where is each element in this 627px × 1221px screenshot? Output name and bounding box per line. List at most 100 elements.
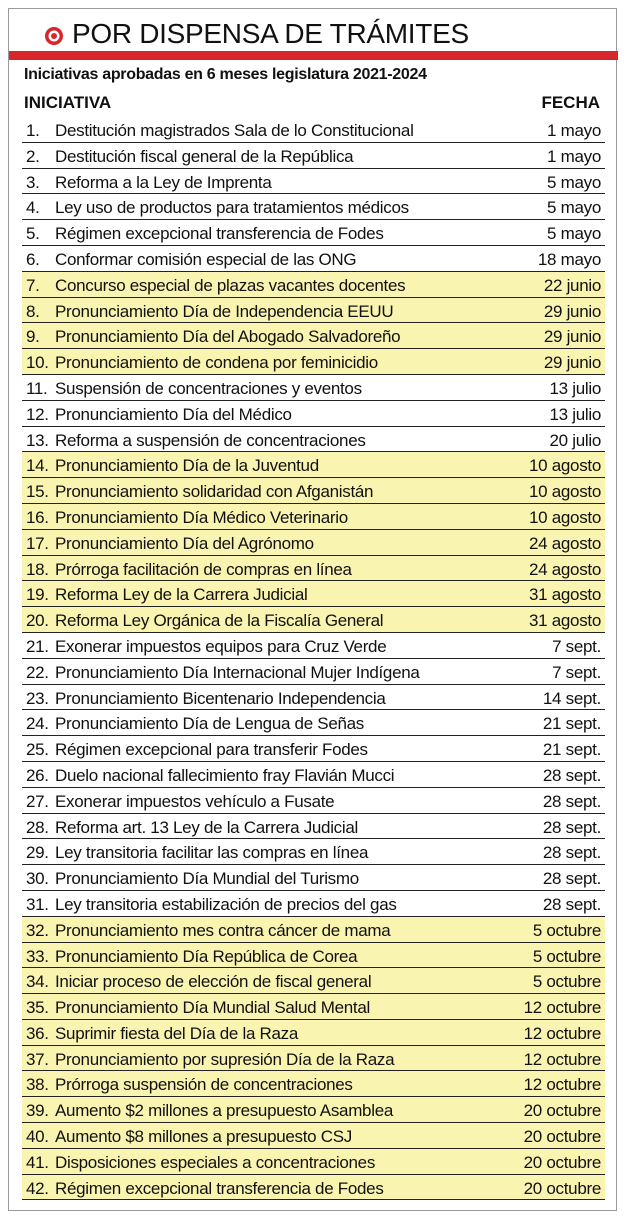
table-row: 42. Régimen excepcional transferencia de … [22, 1174, 605, 1201]
initiative: Pronunciamiento Día de Lengua de Señas [55, 714, 364, 734]
row-number: 21. [26, 636, 49, 656]
table-row: 11. Suspensión de concentraciones y event… [22, 375, 605, 401]
row-number: 20. [26, 611, 49, 631]
initiative: Pronunciamiento mes contra cáncer de mam… [55, 920, 391, 940]
initiative: Suprimir fiesta del Día de la Raza [55, 1023, 299, 1043]
table-row: 12. Pronunciamiento Día del Médico 13 juli… [22, 401, 605, 427]
date: 20 octubre [523, 1101, 602, 1121]
table-row: 10. Pronunciamiento de condena por femini… [22, 349, 605, 375]
table-row: 8. Pronunciamiento Día de Independencia E… [22, 297, 605, 324]
initiative: Duelo nacional fallecimiento fray Flaviá… [55, 765, 395, 785]
date: 21 sept. [542, 740, 601, 760]
initiative: Régimen excepcional para transferir Fode… [55, 740, 368, 760]
subtitle: Iniciativas aprobadas en 6 meses legisla… [24, 66, 427, 83]
initiative: Pronunciamiento Día Mundial Salud Mental [55, 998, 370, 1018]
table-row: 5. Régimen excepcional transferencia de F… [22, 220, 605, 246]
row-number: 15. [26, 482, 49, 502]
title: POR DISPENSA DE TRÁMITES [72, 18, 469, 49]
date: 20 octubre [523, 1127, 602, 1147]
initiative: Reforma a la Ley de Imprenta [55, 172, 272, 192]
date: 28 sept. [542, 791, 601, 811]
row-number: 34. [26, 972, 49, 992]
table-row: 25. Régimen excepcional para transferir F… [22, 736, 605, 762]
initiative: Pronunciamiento Día del Médico [55, 404, 292, 424]
initiative: Prórroga facilitación de compras en líne… [55, 559, 352, 579]
date: 14 sept. [542, 688, 601, 708]
date: 12 octubre [523, 998, 602, 1018]
row-number: 32. [26, 920, 49, 940]
table-row: 36. Suprimir fiesta del Día de la Raza 12 … [22, 1019, 605, 1046]
date: 28 sept. [542, 817, 601, 837]
date: 28 sept. [542, 765, 601, 785]
date: 29 junio [543, 353, 601, 373]
table-row: 31. Ley transitoria estabilización de pre… [22, 891, 605, 917]
row-number: 10. [26, 353, 49, 373]
initiative: Reforma Ley Orgánica de la Fiscalía Gene… [55, 611, 384, 631]
frame [8, 8, 617, 1211]
table-row: 16. Pronunciamiento Día Médico Veterinari… [22, 503, 605, 530]
row-number: 42. [26, 1178, 49, 1198]
row-number: 19. [26, 585, 49, 605]
table-row: 24. Pronunciamiento Día de Lengua de Seña… [22, 710, 605, 737]
initiative: Pronunciamiento Día de Independencia EEU… [55, 301, 394, 321]
date: 13 julio [549, 404, 602, 424]
date: 21 sept. [542, 714, 601, 734]
initiative: Disposiciones especiales a concentracion… [55, 1152, 376, 1172]
row-number: 36. [26, 1023, 49, 1043]
date: 5 mayo [547, 224, 601, 244]
table-row: 41. Disposiciones especiales a concentrac… [22, 1148, 605, 1175]
row-number: 18. [26, 559, 49, 579]
initiative: Exonerar impuestos equipos para Cruz Ver… [55, 636, 387, 656]
row-number: 7. [26, 275, 40, 295]
date: 5 octubre [532, 920, 601, 940]
table-row: 32. Pronunciamiento mes contra cáncer de … [22, 916, 605, 943]
row-number: 29. [26, 843, 49, 863]
date: 12 octubre [523, 1023, 602, 1043]
date: 29 junio [543, 301, 601, 321]
table-row: 29. Ley transitoria facilitar las compras… [22, 839, 605, 866]
initiative: Conformar comisión especial de las ONG [55, 249, 357, 269]
initiative: Pronunciamiento Día del Abogado Salvador… [55, 327, 401, 347]
initiative: Pronunciamiento de condena por feminicid… [55, 353, 378, 373]
date: 7 sept. [552, 636, 601, 656]
table-row: 14. Pronunciamiento Día de la Juventud 10 … [22, 452, 605, 479]
row-number: 2. [26, 146, 40, 166]
row-number: 28. [26, 817, 49, 837]
date: 1 mayo [547, 146, 601, 166]
table-row: 21. Exonerar impuestos equipos para Cruz … [22, 633, 605, 659]
date: 28 sept. [542, 894, 601, 914]
table-row: 1. Destitución magistrados Sala de lo Con… [22, 117, 605, 143]
table-row: 40. Aumento $8 millones a presupuesto CSJ… [22, 1123, 605, 1149]
row-number: 5. [26, 224, 40, 244]
initiative: Aumento $8 millones a presupuesto CSJ [55, 1127, 352, 1147]
table-row: 19. Reforma Ley de la Carrera Judicial 31 … [22, 581, 605, 608]
row-number: 17. [26, 533, 49, 553]
table-row: 34. Iniciar proceso de elección de fiscal… [22, 968, 605, 995]
row-number: 12. [26, 404, 49, 424]
row-number: 11. [26, 378, 48, 398]
table-row: 4. Ley uso de productos para tratamiento… [22, 194, 605, 221]
date: 31 agosto [529, 611, 601, 631]
row-number: 9. [26, 327, 40, 347]
row-number: 30. [26, 869, 49, 889]
table-row: 6. Conformar comisión especial de las ONG… [22, 246, 605, 272]
table-row: 3. Reforma a la Ley de Imprenta 5 mayo [22, 169, 605, 195]
table-row: 27. Exonerar impuestos vehículo a Fusate 2… [22, 788, 605, 814]
table-row: 39. Aumento $2 millones a presupuesto Asa… [22, 1097, 605, 1124]
table-row: 2. Destitución fiscal general de la Repúb… [22, 143, 605, 169]
row-number: 4. [26, 198, 40, 218]
date: 31 agosto [529, 585, 601, 605]
table-row: 37. Pronunciamiento por supresión Día de … [22, 1045, 605, 1072]
date: 10 agosto [529, 456, 601, 476]
row-number: 41. [26, 1152, 49, 1172]
date: 5 mayo [547, 198, 601, 218]
date: 5 mayo [547, 172, 601, 192]
table-row: 22. Pronunciamiento Día Internacional Muj… [22, 659, 605, 685]
date: 22 junio [543, 275, 601, 295]
row-number: 13. [26, 430, 49, 450]
table-row: 7. Concurso especial de plazas vacantes d… [22, 271, 605, 298]
row-number: 39. [26, 1101, 49, 1121]
date: 7 sept. [552, 662, 601, 682]
initiative: Régimen excepcional transferencia de Fod… [55, 224, 384, 244]
